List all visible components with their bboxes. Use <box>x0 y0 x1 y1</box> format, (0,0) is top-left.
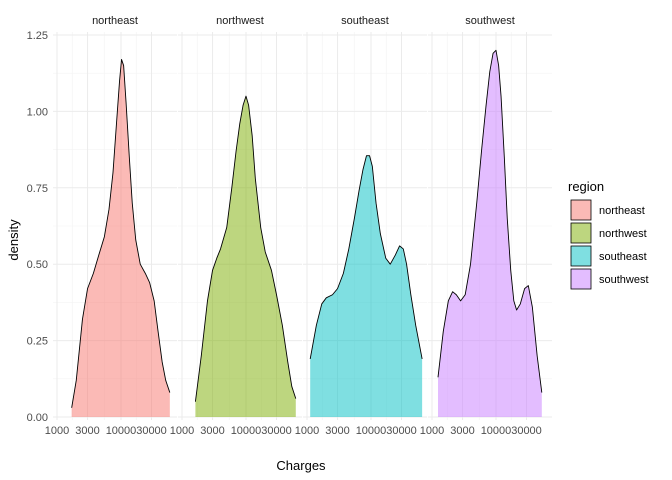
legend-key-northwest <box>570 222 592 244</box>
y-axis: 0.00 0.25 0.50 0.75 1.00 1.25 <box>27 30 48 424</box>
density-area-southwest <box>438 50 542 417</box>
density-area-northeast <box>71 59 170 417</box>
legend-label: northeast <box>599 205 645 217</box>
facet-panel-northeast: northeast 1000 3000 10000 30000 <box>45 15 177 437</box>
y-axis-title: density <box>6 219 21 261</box>
x-tick-label: 3000 <box>200 425 224 437</box>
x-tick-label: 10000 <box>106 425 137 437</box>
x-tick-label: 10000 <box>356 425 387 437</box>
x-tick-label: 30000 <box>261 425 292 437</box>
x-tick-label: 1000 <box>295 425 319 437</box>
legend-key-southwest <box>570 268 592 290</box>
density-area-northwest <box>195 96 296 418</box>
x-tick-label: 3000 <box>450 425 474 437</box>
density-line-southwest <box>437 49 543 393</box>
x-tick-label: 30000 <box>386 425 417 437</box>
x-tick-label: 10000 <box>481 425 512 437</box>
y-tick-label: 0.25 <box>27 336 48 348</box>
facet-panel-southeast: southeast 1000 3000 10000 30000 <box>295 15 427 437</box>
y-tick-label: 0.00 <box>27 412 48 424</box>
x-tick-label: 30000 <box>136 425 167 437</box>
facet-strip-label: southeast <box>341 15 389 27</box>
legend-label: southwest <box>599 274 649 286</box>
x-tick-label: 3000 <box>325 425 349 437</box>
facet-panel-northwest: northwest 1000 3000 10000 30000 <box>170 15 302 437</box>
x-tick-label: 3000 <box>75 425 99 437</box>
legend: region northeast northwest southeast southw… <box>568 179 649 290</box>
facet-strip-label: northwest <box>216 15 264 27</box>
facet-panel-southwest: southwest 1000 3000 10000 30000 <box>420 15 552 437</box>
x-tick-label: 30000 <box>511 425 542 437</box>
x-tick-label: 10000 <box>231 425 262 437</box>
legend-label: northwest <box>599 228 647 240</box>
legend-title: region <box>568 179 604 194</box>
density-line-northwest <box>194 95 297 402</box>
facet-strip-label: northeast <box>92 15 138 27</box>
legend-label: southeast <box>599 251 647 263</box>
y-tick-label: 1.25 <box>27 30 48 42</box>
legend-key-northeast <box>570 199 592 221</box>
density-line-southeast <box>309 155 423 360</box>
density-line-northeast <box>71 59 171 408</box>
x-tick-label: 1000 <box>420 425 444 437</box>
density-area-southeast <box>310 155 423 417</box>
x-tick-label: 1000 <box>45 425 69 437</box>
y-tick-label: 1.00 <box>27 106 48 118</box>
y-tick-label: 0.50 <box>27 259 48 271</box>
x-tick-label: 1000 <box>170 425 194 437</box>
facet-strip-label: southwest <box>465 15 515 27</box>
y-tick-label: 0.75 <box>27 183 48 195</box>
x-axis-title: Charges <box>276 458 326 473</box>
legend-key-southeast <box>570 245 592 267</box>
